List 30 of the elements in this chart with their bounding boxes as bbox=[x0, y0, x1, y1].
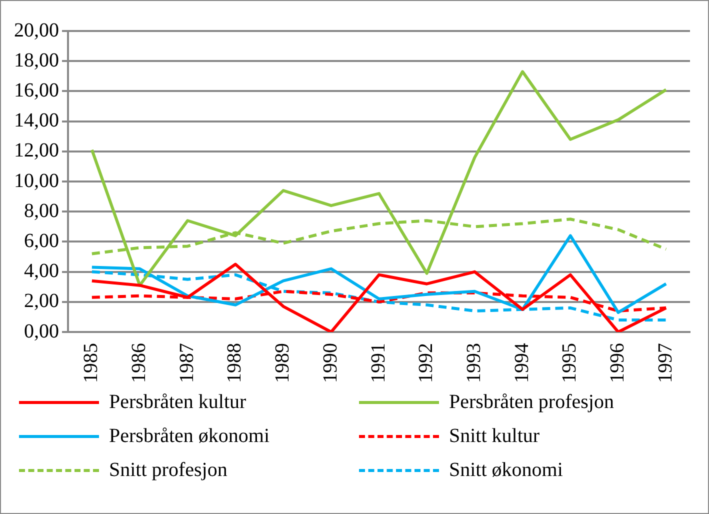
x-tick-label: 1990 bbox=[319, 343, 342, 383]
legend-label: Snitt kultur bbox=[449, 424, 540, 448]
y-tick-label: 0,00 bbox=[24, 320, 59, 342]
y-tick-label: 10,00 bbox=[14, 170, 59, 192]
x-tick-label: 1996 bbox=[606, 343, 628, 383]
x-tick-label: 1992 bbox=[415, 343, 438, 383]
x-tick-label: 1995 bbox=[558, 343, 581, 383]
x-tick-label: 1987 bbox=[176, 343, 198, 383]
y-tick-label: 14,00 bbox=[14, 110, 59, 132]
x-tick-label: 1993 bbox=[462, 343, 485, 383]
y-tick-label: 20,00 bbox=[14, 19, 59, 42]
legend-label: Snitt profesjon bbox=[109, 458, 228, 482]
y-tick-label: 12,00 bbox=[14, 140, 59, 162]
x-tick-label: 1986 bbox=[128, 343, 150, 383]
y-tick-label: 8,00 bbox=[24, 200, 59, 222]
legend-label: Persbråten profesjon bbox=[449, 390, 614, 414]
y-tick-label: 4,00 bbox=[24, 260, 59, 282]
x-tick-label: 1991 bbox=[367, 343, 390, 383]
y-tick-label: 16,00 bbox=[14, 79, 59, 102]
legend-label: Snitt økonomi bbox=[449, 458, 563, 482]
x-tick-label: 1994 bbox=[510, 343, 533, 383]
x-tick-label: 1997 bbox=[654, 343, 676, 383]
x-tick-label: 1988 bbox=[224, 343, 246, 383]
y-tick-label: 6,00 bbox=[24, 230, 59, 252]
y-tick-label: 2,00 bbox=[24, 290, 59, 312]
x-tick-label: 1989 bbox=[272, 343, 294, 383]
x-tick-label: 1985 bbox=[80, 343, 102, 383]
y-tick-label: 18,00 bbox=[14, 49, 59, 72]
legend-label: Persbråten økonomi bbox=[109, 424, 270, 448]
legend-label: Persbråten kultur bbox=[109, 390, 246, 414]
